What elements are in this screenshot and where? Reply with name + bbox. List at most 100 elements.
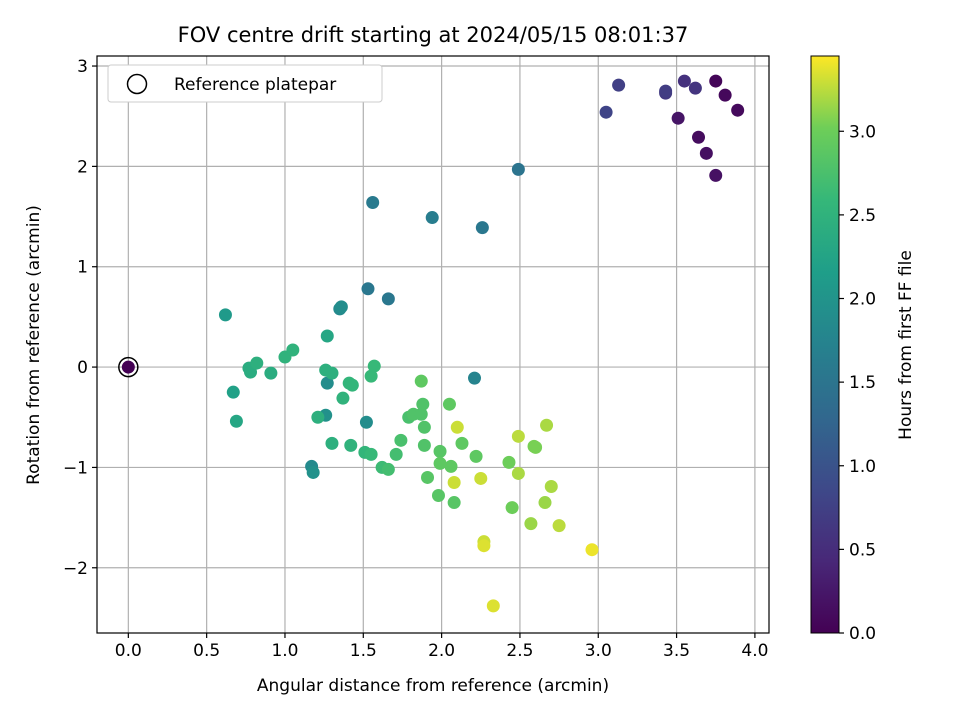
- data-point-8: [677, 74, 691, 88]
- data-point-4: [692, 130, 706, 144]
- data-point-65: [442, 397, 456, 411]
- data-point-23: [320, 376, 334, 390]
- colorbar-tick-label: 2.5: [849, 206, 876, 226]
- data-point-6: [709, 168, 723, 182]
- y-tick-label: 3: [77, 57, 88, 77]
- data-point-31: [229, 414, 243, 428]
- reference-marker: [118, 356, 139, 378]
- data-point-12: [612, 78, 626, 92]
- x-tick-label: 0.0: [115, 641, 142, 661]
- data-point-68: [450, 420, 464, 434]
- colorbar-tick-label: 0.5: [849, 540, 876, 560]
- data-point-22: [334, 300, 348, 314]
- data-point-16: [425, 211, 439, 225]
- y-axis-ticks: −2 −1 0 1 2 3: [63, 57, 97, 579]
- colorbar: [810, 55, 840, 634]
- data-point-40: [311, 410, 325, 424]
- y-tick-label: −1: [63, 458, 88, 478]
- data-point-45: [344, 438, 358, 452]
- data-point-42: [336, 391, 350, 405]
- data-point-79: [511, 466, 525, 480]
- data-point-56: [414, 407, 428, 421]
- data-point-72: [474, 471, 488, 485]
- colorbar-tick-label: 2.0: [849, 290, 876, 310]
- data-point-9: [688, 81, 702, 95]
- data-point-5: [699, 146, 713, 160]
- data-point-76: [502, 455, 516, 469]
- data-point-71: [469, 449, 483, 463]
- data-point-3: [731, 103, 745, 117]
- colorbar-ticks: 0.0 0.5 1.0 1.5 2.0 2.5 3.0: [839, 122, 876, 644]
- data-point-63: [433, 444, 447, 458]
- data-point-80: [524, 517, 538, 531]
- data-point-87: [585, 543, 599, 557]
- data-point-18: [361, 282, 375, 296]
- data-point-28: [320, 329, 334, 343]
- reference-platepar-marker: [118, 356, 139, 378]
- colorbar-tick-label: 1.0: [849, 457, 876, 477]
- legend-box: [107, 64, 383, 103]
- data-point-13: [599, 105, 613, 119]
- data-point-64: [433, 456, 447, 470]
- data-point-47: [364, 369, 378, 383]
- data-point-27: [359, 415, 373, 429]
- data-point-33: [244, 365, 258, 379]
- data-point-53: [394, 433, 408, 447]
- data-point-86: [552, 519, 566, 533]
- colorbar-label: Hours from first FF file: [896, 250, 916, 440]
- data-point-52: [389, 447, 403, 461]
- y-tick-label: −2: [63, 559, 88, 579]
- x-tick-label: 1.5: [350, 641, 377, 661]
- data-point-30: [226, 385, 240, 399]
- y-axis-label: Rotation from reference (arcmin): [24, 205, 44, 485]
- data-point-48: [367, 359, 381, 373]
- x-tick-label: 1.0: [271, 641, 298, 661]
- x-tick-label: 0.5: [193, 641, 220, 661]
- y-tick-label: 2: [77, 157, 88, 177]
- data-point-1: [709, 74, 723, 88]
- x-tick-label: 4.0: [741, 641, 768, 661]
- colorbar-tick-label: 1.5: [849, 373, 876, 393]
- x-tick-label: 2.0: [428, 641, 455, 661]
- data-point-29: [218, 308, 232, 322]
- data-point-17: [366, 196, 380, 210]
- legend-marker: [126, 73, 148, 95]
- data-point-82: [529, 440, 543, 454]
- data-point-26: [306, 465, 320, 479]
- grid-lines: [97, 56, 769, 633]
- data-point-0: [121, 360, 135, 374]
- x-tick-label: 2.5: [506, 641, 533, 661]
- data-point-77: [505, 501, 519, 515]
- data-point-11: [659, 84, 673, 98]
- data-point-70: [455, 436, 469, 450]
- data-point-15: [475, 221, 489, 235]
- legend-entry-reference: Reference platepar: [174, 75, 336, 95]
- data-point-83: [538, 496, 552, 510]
- x-tick-label: 3.0: [585, 641, 612, 661]
- data-point-69: [447, 475, 461, 489]
- colorbar-tick-label: 0.0: [849, 624, 876, 644]
- chart-title: FOV centre drift starting at 2024/05/15 …: [178, 23, 689, 47]
- y-tick-label: 0: [77, 358, 88, 378]
- data-point-51: [381, 462, 395, 476]
- data-points: [121, 74, 745, 613]
- data-point-75: [486, 599, 500, 613]
- colorbar-tick-label: 3.0: [849, 122, 876, 142]
- legend: Reference platepar: [107, 64, 383, 103]
- x-axis-label: Angular distance from reference (arcmin): [257, 676, 609, 696]
- data-point-67: [447, 496, 461, 510]
- data-point-66: [444, 459, 458, 473]
- data-point-74: [477, 539, 491, 553]
- data-point-44: [345, 378, 359, 392]
- data-point-41: [325, 436, 339, 450]
- data-point-39: [325, 366, 339, 380]
- x-axis-ticks: 0.0 0.5 1.0 1.5 2.0 2.5 3.0 3.5 4.0: [115, 633, 768, 661]
- data-point-37: [286, 343, 300, 357]
- data-point-7: [671, 111, 685, 125]
- data-point-20: [468, 371, 482, 385]
- data-point-84: [540, 418, 554, 432]
- data-point-14: [511, 162, 525, 176]
- data-point-49: [364, 447, 378, 461]
- data-point-35: [264, 366, 278, 380]
